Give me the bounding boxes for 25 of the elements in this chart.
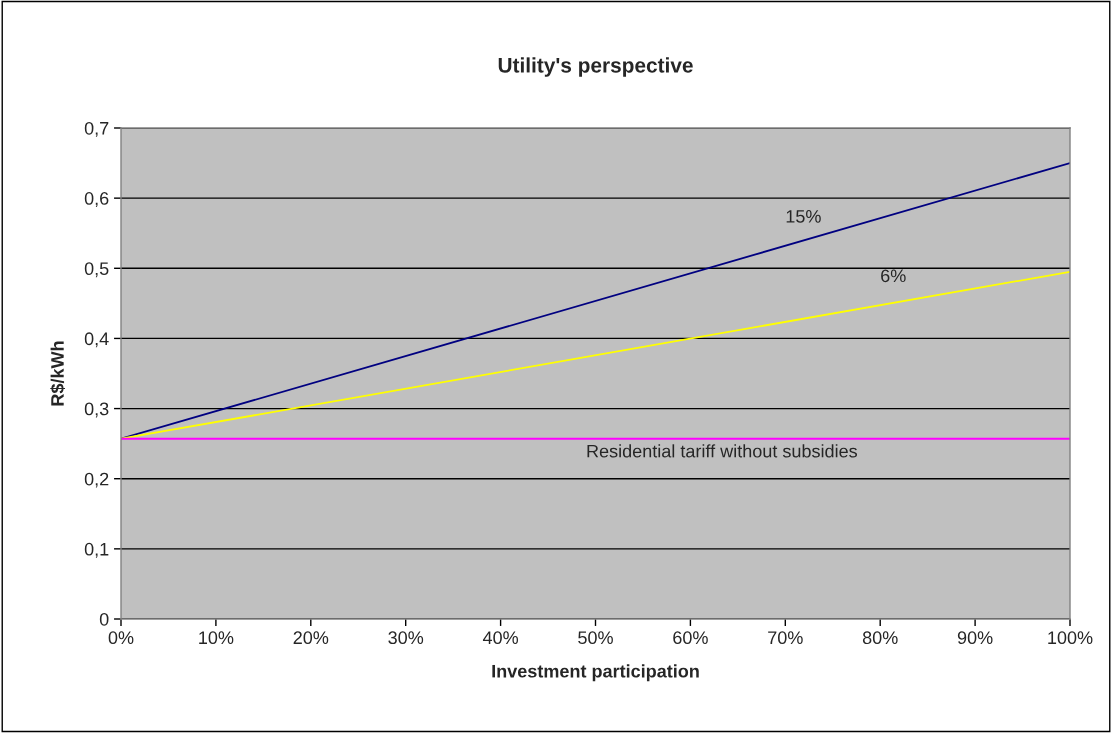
x-tick-label: 100%	[1048, 631, 1093, 645]
x-tick-label: 70%	[768, 631, 803, 645]
y-tick-label: 0	[99, 612, 109, 626]
x-tick-label: 30%	[388, 631, 424, 645]
x-tick-label: 10%	[199, 631, 234, 645]
y-axis-title: R$/kWh	[50, 341, 66, 406]
x-tick-label: 20%	[293, 631, 329, 645]
series-label: 6%	[881, 269, 906, 283]
y-tick-label: 0,7	[84, 121, 109, 137]
x-tick-label: 50%	[578, 631, 613, 645]
ref-line-label: Residential tariff without subsidies	[587, 444, 858, 458]
y-tick-label: 0,4	[84, 332, 109, 348]
x-tick-label: 80%	[862, 631, 898, 645]
y-tick-label: 0,2	[84, 472, 109, 488]
x-tick-label: 90%	[957, 631, 993, 645]
series-label: 15%	[786, 210, 821, 223]
x-tick-label: 60%	[673, 631, 708, 645]
x-axis-title: Investment participation	[492, 664, 699, 682]
x-tick-label: 0%	[108, 631, 134, 645]
y-tick-label: 0,1	[84, 542, 109, 558]
y-tick-label: 0,5	[84, 262, 109, 278]
chart-title: Utility's perspective	[498, 57, 693, 77]
y-tick-label: 0,6	[84, 192, 109, 207]
y-tick-label: 0,3	[84, 402, 109, 418]
x-tick-label: 40%	[482, 631, 519, 645]
